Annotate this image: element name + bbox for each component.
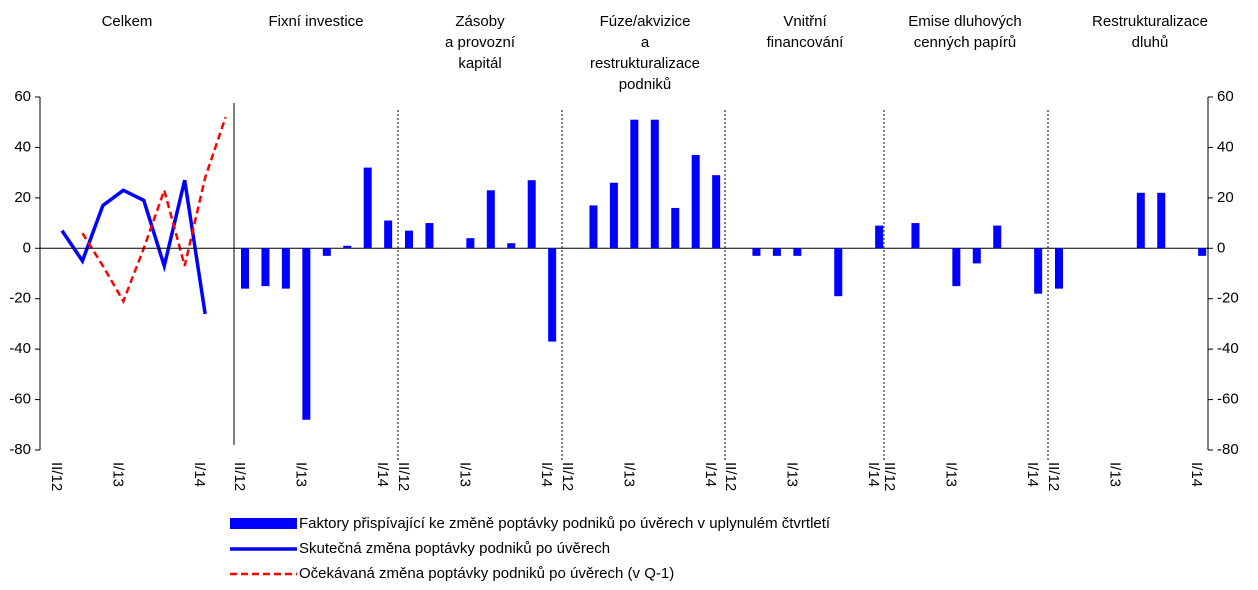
x-tick-label: II/12 [48, 462, 65, 491]
bar [241, 248, 249, 289]
x-tick-label: I/13 [620, 462, 637, 487]
bar [1136, 192, 1145, 249]
bar [466, 238, 475, 249]
x-tick-label: I/14 [1188, 462, 1205, 487]
bar [1198, 248, 1207, 256]
y2-tick-label: 0 [1217, 239, 1225, 256]
x-tick-label: II/12 [559, 462, 576, 491]
y-tick-label: 20 [14, 189, 31, 206]
bar [281, 248, 290, 289]
bar [793, 248, 802, 256]
bar [322, 248, 331, 256]
panel-title: dluhů [1132, 34, 1169, 51]
bar [363, 167, 372, 249]
bar [405, 230, 413, 249]
panel-title: financování [767, 34, 845, 51]
panel-title: Vnitřní [783, 13, 827, 30]
bar [875, 225, 884, 249]
x-tick-label: I/14 [374, 462, 391, 487]
x-tick-label: II/12 [1045, 462, 1062, 491]
y-tick-label: 60 [14, 88, 31, 105]
x-tick-label: I/14 [538, 462, 555, 487]
legend-swatch [230, 518, 297, 529]
y-tick-label: -40 [9, 340, 31, 357]
y2-tick-label: -40 [1217, 340, 1239, 357]
x-tick-label: I/13 [783, 462, 800, 487]
bar [712, 175, 721, 249]
bar [343, 245, 352, 249]
bar [548, 248, 557, 342]
bar [650, 119, 659, 249]
x-tick-label: I/14 [1024, 462, 1041, 487]
bar [1034, 248, 1043, 294]
bar [425, 223, 434, 249]
legend-label: Očekávaná změna poptávky podniků po úvěr… [299, 565, 674, 582]
bar [384, 220, 393, 249]
panel-title: kapitál [458, 55, 501, 72]
bar [589, 205, 598, 249]
bar [752, 248, 761, 256]
panel-title: Celkem [102, 13, 153, 30]
y2-tick-label: 20 [1217, 189, 1234, 206]
panel-title: Fúze/akvizice [600, 13, 691, 30]
x-tick-label: I/14 [191, 462, 208, 487]
panel-title: a provozní [445, 34, 516, 51]
y2-tick-label: 40 [1217, 138, 1234, 155]
x-tick-label: I/13 [109, 462, 126, 487]
bar [993, 225, 1002, 249]
y2-tick-label: -80 [1217, 441, 1239, 458]
bar [1055, 248, 1063, 289]
x-tick-label: I/13 [456, 462, 473, 487]
panel-title: podniků [619, 76, 672, 93]
panel-title: Fixní investice [268, 13, 363, 30]
y-tick-label: 40 [14, 138, 31, 155]
line-series [81, 116, 227, 305]
bar [527, 180, 536, 249]
panel-title: Zásoby [455, 13, 505, 30]
y-tick-label: -20 [9, 290, 31, 307]
bar [609, 182, 618, 249]
x-tick-label: I/13 [942, 462, 959, 487]
x-tick-label: II/12 [395, 462, 412, 491]
panel-title: a [641, 34, 650, 51]
panel-title: restrukturalizace [590, 55, 700, 72]
legend-label: Skutečná změna poptávky podniků po úvěre… [299, 540, 610, 557]
y-tick-label: -80 [9, 441, 31, 458]
y-tick-label: 0 [23, 239, 31, 256]
legend-label: Faktory přispívající ke změně poptávky p… [299, 515, 831, 532]
x-tick-label: I/14 [865, 462, 882, 487]
bar [671, 207, 680, 249]
bar [1157, 192, 1166, 249]
y2-tick-label: -60 [1217, 391, 1239, 408]
bar [952, 248, 961, 287]
bar [486, 190, 495, 249]
line-series [60, 179, 207, 315]
bar [911, 223, 920, 249]
panel-title: cenných papírů [914, 34, 1017, 51]
bar [507, 243, 516, 249]
y2-tick-label: 60 [1217, 88, 1234, 105]
panel-title: Emise dluhových [908, 13, 1021, 30]
x-tick-label: II/12 [881, 462, 898, 491]
y2-tick-label: -20 [1217, 290, 1239, 307]
bar [972, 248, 981, 264]
bar [834, 248, 843, 297]
bar [772, 248, 781, 256]
panel-title: Restrukturalizace [1092, 13, 1208, 30]
bar [261, 248, 270, 287]
x-tick-label: I/13 [1106, 462, 1123, 487]
x-tick-label: I/13 [292, 462, 309, 487]
x-tick-label: II/12 [231, 462, 248, 491]
x-tick-label: I/14 [702, 462, 719, 487]
bar [302, 248, 311, 420]
bar [630, 119, 639, 249]
y-tick-label: -60 [9, 391, 31, 408]
x-tick-label: II/12 [722, 462, 739, 491]
bar [691, 154, 700, 249]
